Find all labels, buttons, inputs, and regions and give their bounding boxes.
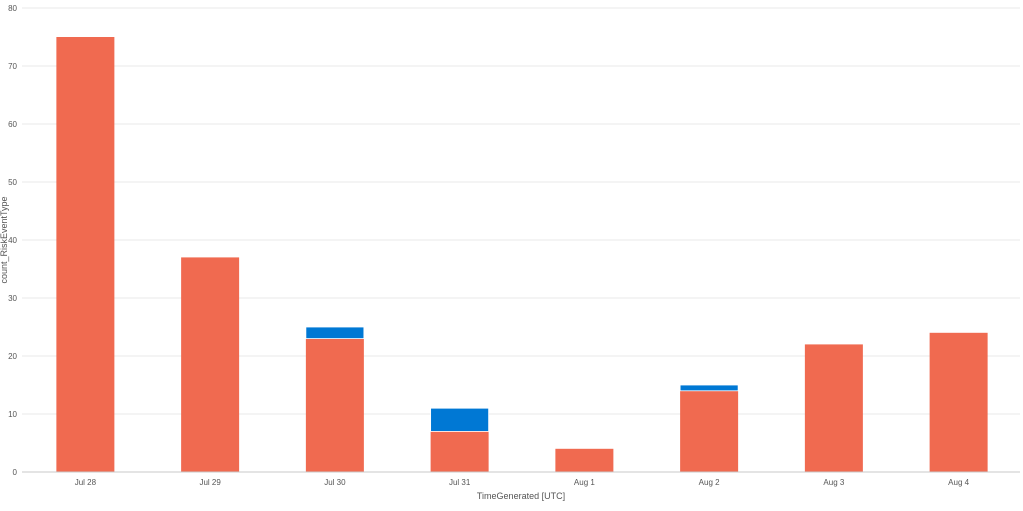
bar-segment-series-2[interactable] <box>430 407 490 432</box>
x-tick-labels: Jul 28 Jul 29 Jul 30 Jul 31 Aug 1 Aug 2 Aug 3 A… <box>75 478 970 487</box>
y-tick-label: 60 <box>8 120 17 129</box>
bar-segment-series-1[interactable] <box>680 390 739 472</box>
bar-segment-series-1[interactable] <box>555 448 614 472</box>
x-tick-label: Aug 2 <box>699 478 720 487</box>
bar-segment-series-1[interactable] <box>929 332 988 472</box>
y-axis-title: count_RiskEventType <box>0 196 9 283</box>
bar-segment-series-1[interactable] <box>181 257 240 472</box>
bar-segment-series-2[interactable] <box>305 326 365 340</box>
y-tick-label: 20 <box>8 352 17 361</box>
y-tick-label: 0 <box>13 468 18 477</box>
y-tick-label: 30 <box>8 294 17 303</box>
bar-segment-series-1[interactable] <box>56 37 115 472</box>
bar-segment-series-1[interactable] <box>804 344 863 472</box>
x-tick-label: Aug 1 <box>574 478 595 487</box>
bar-segment-series-2[interactable] <box>679 384 739 392</box>
x-tick-label: Jul 30 <box>324 478 346 487</box>
x-tick-label: Jul 28 <box>75 478 97 487</box>
gridlines <box>22 7 1020 415</box>
y-tick-labels: 0 10 20 30 40 50 60 70 80 <box>8 4 17 477</box>
x-tick-label: Aug 3 <box>823 478 844 487</box>
x-tick-label: Jul 29 <box>199 478 221 487</box>
y-tick-label: 80 <box>8 4 17 13</box>
y-tick-label: 50 <box>8 178 17 187</box>
x-tick-label: Aug 4 <box>948 478 969 487</box>
x-axis-title: TimeGenerated [UTC] <box>477 491 565 501</box>
bar-segment-series-1[interactable] <box>430 431 489 472</box>
y-tick-label: 10 <box>8 410 17 419</box>
y-tick-label: 70 <box>8 62 17 71</box>
bar-segment-series-1[interactable] <box>305 338 364 472</box>
x-tick-label: Jul 31 <box>449 478 471 487</box>
bars <box>56 37 988 472</box>
y-tick-label: 40 <box>8 236 17 245</box>
